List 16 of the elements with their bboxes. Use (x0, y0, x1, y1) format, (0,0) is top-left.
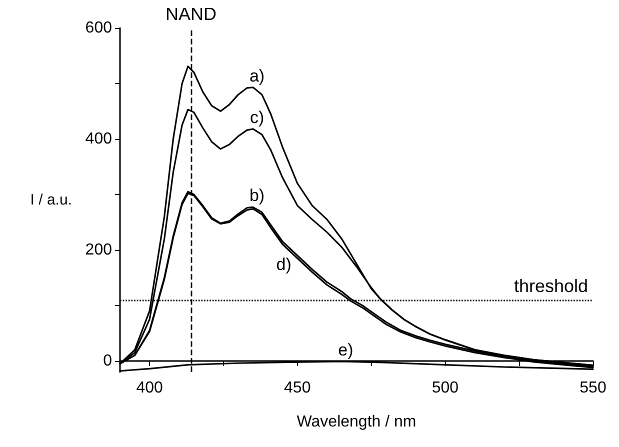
y-tick-label: 200 (85, 241, 112, 258)
series-label: d) (276, 254, 292, 274)
series-label: b) (249, 186, 265, 206)
ref-line-label: threshold (514, 276, 588, 296)
y-tick-label: 400 (85, 130, 112, 148)
y-axis-title: I / a.u. (30, 192, 72, 208)
series-label: c) (250, 108, 264, 127)
x-axis-title: Wavelength / nm (296, 414, 416, 430)
x-tick-label: 450 (284, 380, 311, 396)
x-tick-label: 500 (432, 380, 459, 396)
series-label: a) (249, 66, 265, 86)
y-tick-label: 0 (103, 352, 112, 370)
series-label: e) (338, 340, 354, 360)
x-tick-label: 550 (580, 380, 606, 396)
x-tick-label: 400 (136, 380, 164, 396)
y-tick-label: 600 (85, 20, 112, 36)
